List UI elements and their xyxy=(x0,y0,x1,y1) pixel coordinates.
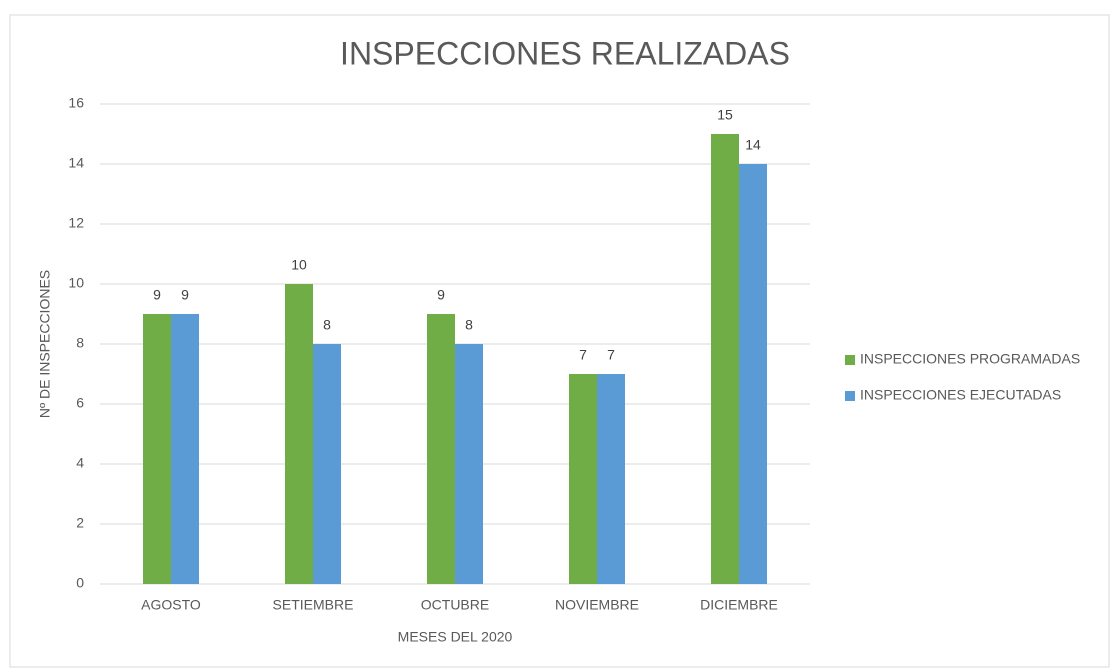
y-tick-label: 4 xyxy=(76,455,84,471)
x-tick-label: DICIEMBRE xyxy=(700,597,778,613)
bar xyxy=(597,374,625,584)
x-tick-label: AGOSTO xyxy=(141,597,201,613)
bar xyxy=(313,344,341,584)
data-label: 9 xyxy=(153,287,161,303)
data-label: 7 xyxy=(607,347,615,363)
bar xyxy=(739,164,767,584)
bar xyxy=(171,314,199,584)
bar xyxy=(711,134,739,584)
y-tick-label: 14 xyxy=(68,155,84,171)
data-label: 15 xyxy=(717,107,733,123)
y-tick-label: 12 xyxy=(68,215,84,231)
bar xyxy=(569,374,597,584)
data-label: 8 xyxy=(323,317,331,333)
bar xyxy=(285,284,313,584)
bar xyxy=(427,314,455,584)
legend-swatch xyxy=(845,355,855,365)
y-tick-label: 8 xyxy=(76,335,84,351)
data-label: 9 xyxy=(437,287,445,303)
legend-swatch xyxy=(845,391,855,401)
data-label: 14 xyxy=(745,137,761,153)
y-tick-label: 16 xyxy=(68,95,84,111)
x-tick-label: SETIEMBRE xyxy=(273,597,354,613)
data-label: 7 xyxy=(579,347,587,363)
x-axis-label: MESES DEL 2020 xyxy=(398,629,513,645)
y-tick-label: 6 xyxy=(76,395,84,411)
x-tick-label: NOVIEMBRE xyxy=(555,597,639,613)
chart-title: INSPECCIONES REALIZADAS xyxy=(340,35,790,71)
y-tick-label: 10 xyxy=(68,275,84,291)
y-tick-label: 2 xyxy=(76,515,84,531)
data-label: 10 xyxy=(291,257,307,273)
y-tick-label: 0 xyxy=(76,575,84,591)
x-tick-label: OCTUBRE xyxy=(421,597,489,613)
bar xyxy=(455,344,483,584)
y-axis-label: Nº DE INSPECCIONES xyxy=(37,270,53,418)
bar xyxy=(143,314,171,584)
legend-label: INSPECCIONES PROGRAMADAS xyxy=(860,351,1080,367)
legend-label: INSPECCIONES EJECUTADAS xyxy=(860,387,1061,403)
data-label: 8 xyxy=(465,317,473,333)
data-label: 9 xyxy=(181,287,189,303)
